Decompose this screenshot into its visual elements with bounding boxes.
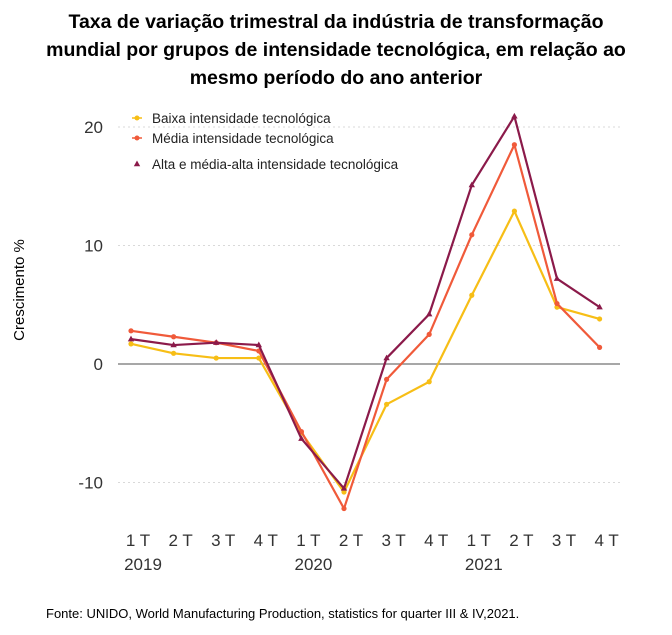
year-label: 2019 bbox=[124, 555, 162, 574]
data-point bbox=[426, 331, 432, 337]
data-point bbox=[384, 376, 390, 383]
data-point bbox=[171, 334, 177, 340]
y-tick-label: 0 bbox=[94, 355, 103, 374]
data-point bbox=[597, 344, 603, 351]
year-label: 2021 bbox=[465, 555, 503, 574]
series-line bbox=[130, 210, 600, 494]
series-2 bbox=[128, 142, 603, 512]
x-tick-label: 2 T bbox=[168, 531, 192, 550]
data-point bbox=[341, 489, 347, 495]
legend-entry: Baixa intensidade tecnológica bbox=[132, 111, 331, 126]
data-point bbox=[255, 341, 262, 348]
source-note: Fonte: UNIDO, World Manufacturing Produc… bbox=[46, 606, 520, 621]
data-point bbox=[511, 112, 518, 119]
data-point bbox=[384, 401, 390, 407]
x-axis: 1 T 2 T 3 T 4 T 1 T 2 T 3 T 4 T 1 T 2 T 3 T 4 T 2019… bbox=[124, 531, 619, 574]
y-axis: -10 0 10 20 bbox=[78, 118, 103, 493]
legend-label: Alta e média-alta intensidade tecnológic… bbox=[152, 157, 399, 172]
legend-marker bbox=[133, 160, 141, 167]
x-tick-label: 3 T bbox=[381, 531, 405, 550]
x-tick-label: 2 T bbox=[339, 531, 363, 550]
chart-title-line-1: Taxa de variação trimestral da indústria… bbox=[68, 11, 604, 33]
data-point bbox=[213, 339, 220, 345]
y-tick-label: 20 bbox=[84, 118, 103, 137]
x-tick-label: 1 T bbox=[467, 531, 491, 550]
data-point bbox=[128, 328, 134, 334]
data-point bbox=[170, 341, 177, 348]
data-point bbox=[597, 316, 603, 322]
data-point bbox=[554, 300, 560, 307]
data-point bbox=[127, 335, 135, 342]
data-point bbox=[553, 275, 561, 281]
x-tick-label: 4 T bbox=[594, 531, 618, 550]
data-point bbox=[256, 355, 262, 361]
data-point bbox=[511, 142, 517, 148]
data-point bbox=[596, 303, 603, 310]
data-point bbox=[341, 505, 347, 512]
x-tick-label: 4 T bbox=[424, 531, 448, 550]
data-point bbox=[426, 310, 433, 317]
data-point bbox=[469, 232, 475, 238]
legend-entry: Alta e média-alta intensidade tecnológic… bbox=[133, 157, 399, 172]
series-line bbox=[130, 143, 601, 510]
data-point bbox=[340, 484, 348, 491]
data-point bbox=[213, 355, 219, 361]
data-point bbox=[171, 350, 177, 356]
series-1 bbox=[128, 208, 603, 495]
data-point bbox=[298, 435, 305, 441]
y-axis-label: Crescimento % bbox=[11, 239, 28, 341]
legend-marker bbox=[134, 135, 140, 141]
chart-title-line-2: mundial por grupos de intensidade tecnol… bbox=[46, 39, 626, 61]
series-3 bbox=[127, 112, 603, 491]
data-point bbox=[298, 428, 304, 435]
data-point bbox=[426, 379, 432, 385]
x-tick-label: 1 T bbox=[126, 531, 150, 550]
data-point bbox=[383, 354, 390, 361]
legend-entry: Média intensidade tecnológica bbox=[132, 131, 334, 146]
legend-label: Média intensidade tecnológica bbox=[152, 131, 334, 146]
grid-lines bbox=[118, 126, 620, 483]
data-point bbox=[469, 292, 475, 298]
data-point bbox=[128, 341, 134, 347]
legend-label: Baixa intensidade tecnológica bbox=[152, 111, 331, 126]
series-line bbox=[130, 115, 601, 490]
x-tick-label: 1 T bbox=[296, 531, 320, 550]
legend: Baixa intensidade tecnológica Média inten… bbox=[132, 111, 399, 172]
chart-title: Taxa de variação trimestral da indústria… bbox=[0, 8, 672, 92]
x-tick-label: 3 T bbox=[211, 531, 235, 550]
data-point bbox=[511, 208, 517, 214]
x-tick-label: 2 T bbox=[509, 531, 533, 550]
series-lines bbox=[127, 112, 603, 512]
x-tick-label: 3 T bbox=[552, 531, 576, 550]
y-tick-label: 10 bbox=[84, 237, 103, 256]
data-point bbox=[468, 181, 475, 188]
year-label: 2020 bbox=[294, 555, 332, 574]
chart-title-line-3: mesmo período do ano anterior bbox=[189, 67, 483, 89]
y-tick-label: -10 bbox=[78, 474, 103, 493]
x-tick-label: 4 T bbox=[254, 531, 278, 550]
legend-marker bbox=[134, 115, 140, 121]
